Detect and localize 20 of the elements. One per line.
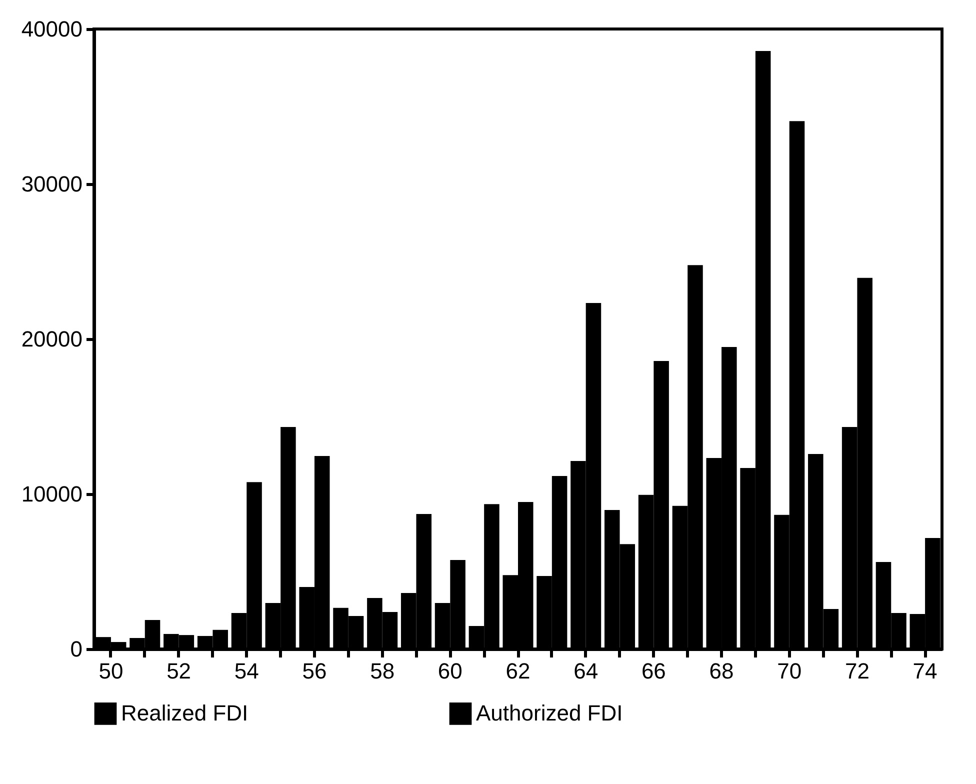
y-tick-label: 40000 xyxy=(21,16,82,42)
x-tick-label: 62 xyxy=(506,658,530,684)
y-tick-label: 20000 xyxy=(21,326,82,352)
x-tick-label: 72 xyxy=(844,658,870,684)
x-tick-label: 66 xyxy=(641,658,666,684)
y-tick-label: 0 xyxy=(70,636,82,662)
x-tick-label: 60 xyxy=(438,658,462,684)
x-tick-label: 70 xyxy=(777,658,802,684)
x-tick-label: 52 xyxy=(166,658,192,684)
legend-label: Realized FDI xyxy=(121,700,248,726)
x-tick-label: 74 xyxy=(912,658,938,684)
x-tick-label: 54 xyxy=(234,658,259,684)
x-tick-label: 58 xyxy=(370,658,395,684)
y-tick-label: 30000 xyxy=(21,172,82,196)
legend-label: Authorized FDI xyxy=(476,700,623,726)
x-tick-label: 50 xyxy=(98,658,124,684)
x-tick-label: 64 xyxy=(574,658,598,684)
x-tick-label: 56 xyxy=(302,658,327,684)
x-tick-label: 68 xyxy=(709,658,734,684)
y-tick-label: 10000 xyxy=(21,482,82,506)
